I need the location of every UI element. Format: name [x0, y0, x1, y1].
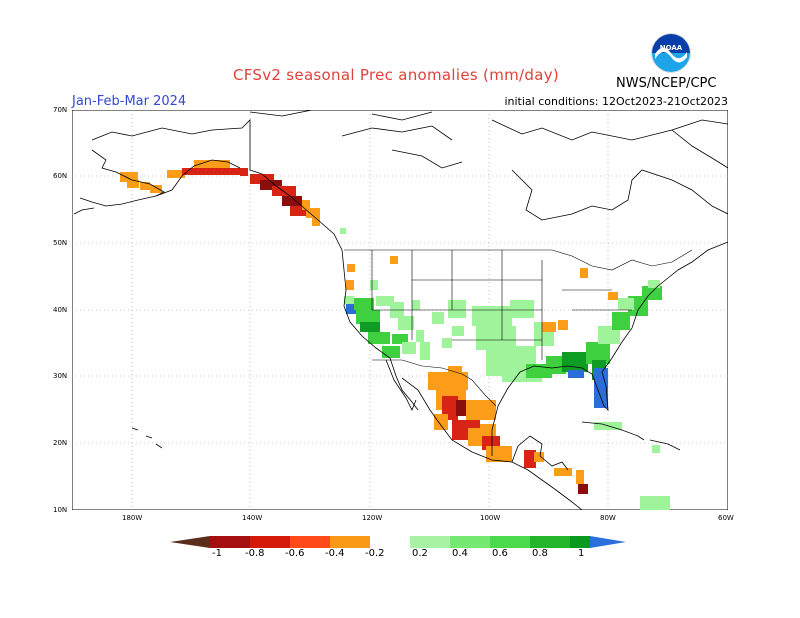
- lat-label: 20N: [53, 439, 68, 447]
- colorbar-label: -1: [212, 548, 222, 559]
- colorbar-label: -0.8: [245, 548, 265, 559]
- lat-label: 50N: [53, 239, 68, 247]
- colorbar-swatch: [410, 536, 450, 548]
- lon-label: 100W: [480, 514, 501, 522]
- colorbar-low-arrow: [170, 536, 210, 548]
- colorbar-label: -0.6: [285, 548, 305, 559]
- organization-label: NWS/NCEP/CPC: [616, 76, 717, 91]
- anomaly-map: [72, 110, 728, 510]
- lon-label: 60W: [718, 514, 734, 522]
- coastlines: [73, 110, 728, 510]
- colorbar-swatch: [570, 536, 590, 548]
- colorbar-label: 1: [578, 548, 585, 559]
- lat-label: 60N: [53, 172, 68, 180]
- initial-conditions: initial conditions: 12Oct2023-21Oct2023: [504, 95, 728, 108]
- colorbar-swatch: [290, 536, 330, 548]
- lat-label: 40N: [53, 306, 68, 314]
- noaa-logo-icon: NOAA: [651, 33, 691, 73]
- colorbar-swatch: [490, 536, 530, 548]
- colorbar-swatch: [330, 536, 370, 548]
- colorbar-label: -0.4: [325, 548, 345, 559]
- lon-label: 80W: [600, 514, 616, 522]
- colorbar-swatch: [450, 536, 490, 548]
- forecast-period: Jan-Feb-Mar 2024: [72, 94, 187, 109]
- colorbar-label: -0.2: [365, 548, 385, 559]
- chart-title: CFSv2 seasonal Prec anomalies (mm/day): [232, 66, 560, 84]
- lat-label: 30N: [53, 372, 68, 380]
- political-borders: [344, 249, 693, 407]
- svg-text:NOAA: NOAA: [660, 44, 683, 52]
- lat-label: 10N: [53, 506, 68, 514]
- lon-label: 120W: [362, 514, 383, 522]
- colorbar: [170, 536, 626, 548]
- colorbar-label: 0.6: [492, 548, 508, 559]
- colorbar-swatch: [210, 536, 250, 548]
- colorbar-label: 0.8: [532, 548, 548, 559]
- lon-label: 140W: [242, 514, 263, 522]
- lat-label: 70N: [53, 106, 68, 114]
- colorbar-swatch: [530, 536, 570, 548]
- colorbar-high-arrow: [590, 536, 626, 548]
- colorbar-label: 0.4: [452, 548, 468, 559]
- colorbar-swatch: [250, 536, 290, 548]
- colorbar-swatch: [370, 536, 410, 548]
- lon-label: 180W: [122, 514, 143, 522]
- colorbar-label: 0.2: [412, 548, 428, 559]
